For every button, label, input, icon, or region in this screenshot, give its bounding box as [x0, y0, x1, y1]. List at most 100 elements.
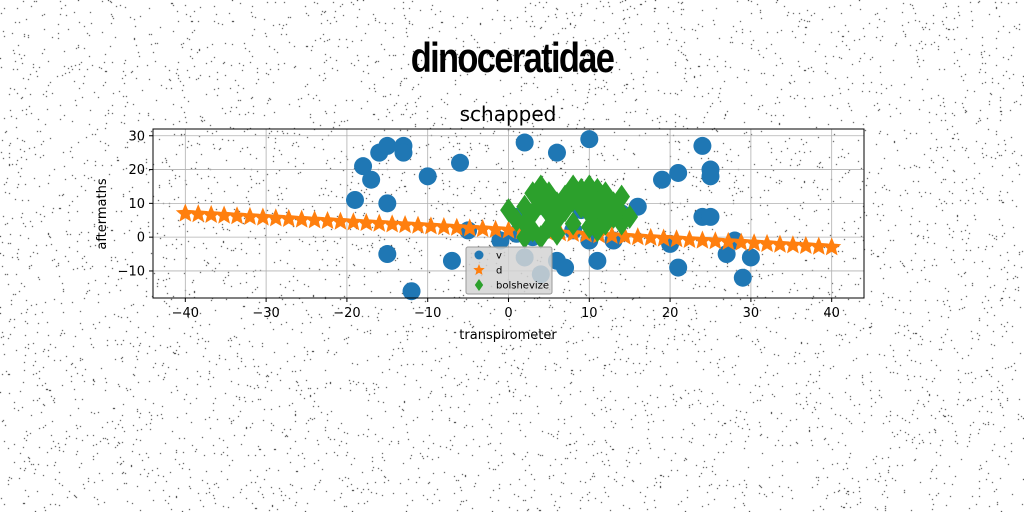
- legend-label-v: v: [496, 251, 502, 262]
- point-d: [227, 206, 247, 225]
- point-v: [717, 245, 736, 264]
- point-d: [770, 234, 790, 253]
- x-axis-label: transpirometer: [459, 328, 557, 343]
- point-d: [395, 214, 415, 234]
- legend-marker-bolshevize: [474, 279, 484, 291]
- point-d: [343, 212, 363, 231]
- point-v: [515, 133, 534, 152]
- point-v: [556, 258, 575, 277]
- point-v: [588, 251, 607, 270]
- point-d: [667, 229, 687, 248]
- point-d: [253, 207, 273, 226]
- point-d: [447, 217, 467, 236]
- point-v: [378, 194, 397, 213]
- point-d: [330, 211, 350, 230]
- point-d: [705, 231, 725, 250]
- y-axis-label: aftermaths: [95, 178, 110, 249]
- x-tick-label: 10: [581, 306, 598, 321]
- point-d: [292, 209, 312, 228]
- point-v: [733, 268, 752, 287]
- point-d: [279, 208, 299, 227]
- y-tick-label: −10: [118, 264, 145, 279]
- plot-area: [175, 130, 842, 301]
- point-d: [356, 212, 376, 232]
- x-tick-label: 40: [823, 306, 840, 321]
- point-d: [460, 218, 480, 237]
- point-bolshevize: [621, 204, 639, 229]
- point-d: [731, 232, 751, 251]
- y-tick-label: 30: [128, 129, 145, 144]
- legend-marker-d: [473, 264, 485, 275]
- point-d: [175, 203, 195, 222]
- point-d: [602, 225, 622, 244]
- point-d: [305, 210, 325, 229]
- point-d: [783, 235, 803, 254]
- point-v: [402, 282, 421, 301]
- point-v: [701, 167, 720, 186]
- y-tick-label: 20: [128, 163, 145, 178]
- x-tick-label: 20: [662, 306, 679, 321]
- point-d: [486, 219, 506, 238]
- point-v: [354, 157, 373, 176]
- point-d: [692, 230, 712, 249]
- axis-ticks: −40 −30 −20 −10 0 10 20 30 40 −10 0 10 20 30: [118, 129, 840, 321]
- point-d: [744, 233, 764, 252]
- point-d: [214, 205, 234, 224]
- point-d: [266, 208, 286, 227]
- point-v: [451, 153, 470, 172]
- point-d: [498, 220, 519, 239]
- point-d: [434, 217, 454, 236]
- point-d: [369, 213, 389, 232]
- point-v: [442, 251, 461, 270]
- point-d: [408, 215, 428, 234]
- x-tick-label: 0: [504, 306, 512, 321]
- point-d: [382, 214, 402, 233]
- point-d: [240, 206, 260, 225]
- point-d: [822, 237, 842, 256]
- point-v: [741, 248, 760, 267]
- point-v: [378, 245, 397, 264]
- point-v: [547, 143, 566, 162]
- point-d: [188, 204, 208, 223]
- point-v: [693, 136, 712, 155]
- point-v: [362, 170, 381, 189]
- point-d: [757, 233, 777, 253]
- point-v: [669, 163, 688, 182]
- y-tick-label: 0: [137, 231, 145, 246]
- point-d: [473, 219, 493, 238]
- x-tick-label: 30: [743, 306, 760, 321]
- point-d: [679, 229, 699, 248]
- point-v: [345, 190, 364, 209]
- x-tick-label: −40: [172, 306, 199, 321]
- point-d: [615, 226, 635, 245]
- x-tick-label: −10: [414, 306, 441, 321]
- figure-title: dinoceratidae: [410, 34, 615, 81]
- point-d: [796, 235, 816, 255]
- point-bolshevize: [613, 184, 631, 209]
- point-d: [318, 210, 338, 230]
- point-v: [701, 207, 720, 226]
- legend: vd bolshevize: [465, 246, 553, 295]
- x-tick-label: −20: [333, 306, 360, 321]
- point-bolshevize: [564, 211, 582, 236]
- point-bolshevize: [548, 221, 566, 246]
- point-v: [394, 143, 413, 162]
- point-d: [641, 227, 661, 246]
- x-tick-label: −30: [252, 306, 279, 321]
- chart-title: schapped: [460, 102, 557, 126]
- point-v: [378, 136, 397, 155]
- point-d: [718, 231, 738, 250]
- point-v: [653, 170, 672, 189]
- legend-marker-v: [474, 250, 484, 260]
- point-d: [628, 227, 648, 246]
- point-v: [580, 130, 599, 149]
- point-v: [669, 258, 688, 277]
- point-d: [421, 216, 441, 235]
- point-d: [201, 204, 221, 223]
- y-tick-label: 10: [128, 197, 145, 212]
- legend-label-bolshevize: bolshevize: [496, 281, 549, 292]
- point-v: [418, 167, 437, 186]
- point-d: [809, 236, 829, 255]
- legend-box: [465, 246, 553, 295]
